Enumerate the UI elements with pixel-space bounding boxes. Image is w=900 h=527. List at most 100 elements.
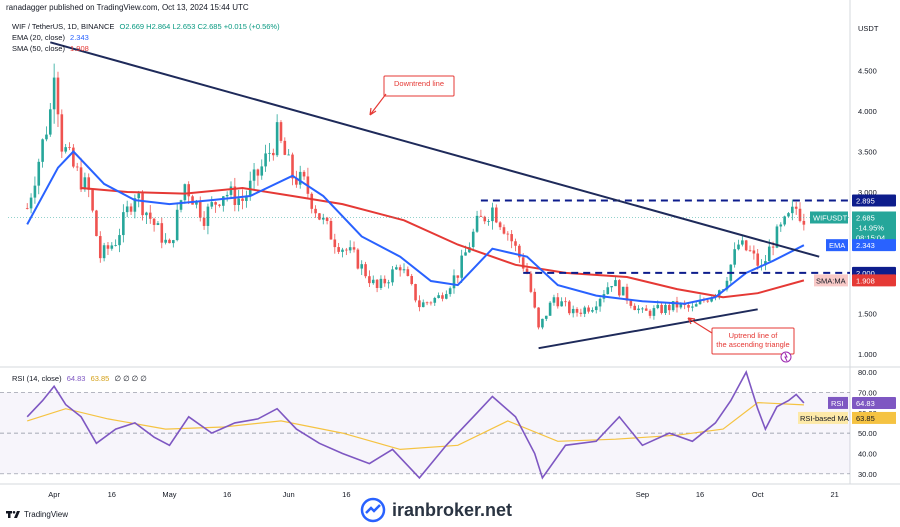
candle-body — [691, 306, 694, 308]
candle-body — [318, 213, 321, 220]
candle-body — [541, 318, 544, 328]
downtrend-annotation: Downtrend line — [383, 75, 455, 97]
sma50-line — [81, 186, 805, 299]
candle-body — [621, 286, 625, 296]
candle-body — [60, 114, 64, 152]
rsi-tick: 80.00 — [858, 368, 877, 377]
candle-body — [552, 297, 556, 303]
candle-body — [137, 193, 141, 199]
candle-body — [33, 185, 37, 198]
uptrend-annotation-text: Uptrend line of — [729, 331, 779, 340]
ohlc-values: O2.669 H2.864 L2.653 C2.685 +0.015 (+0.5… — [119, 22, 280, 31]
candle-body — [571, 308, 575, 314]
candle-body — [156, 223, 160, 225]
candle-body — [671, 301, 675, 311]
candle-body — [29, 197, 33, 209]
candle-body — [564, 301, 567, 303]
candle-body — [744, 240, 748, 251]
legend-rsi: RSI (14, close) 64.83 63.85 ∅ ∅ ∅ ∅ — [12, 374, 147, 383]
candle-body — [279, 122, 283, 141]
candle-body — [295, 178, 298, 185]
sma-tag-label-bg — [814, 274, 848, 287]
sma-tag: 1.908 — [856, 276, 875, 285]
candle-body — [579, 312, 583, 314]
candle-body — [195, 200, 198, 205]
candle-body — [518, 245, 521, 258]
ema-tag-bg — [852, 239, 896, 252]
candle-body — [106, 245, 110, 249]
candle-body — [521, 257, 525, 269]
ema-tag-label-bg — [826, 239, 848, 252]
downtrend-arrow — [369, 93, 387, 116]
candle-body — [494, 207, 498, 223]
candle-body — [737, 244, 740, 250]
tradingview-brand[interactable]: TradingView — [6, 510, 68, 519]
candle-body — [291, 154, 294, 179]
candle-body — [337, 247, 340, 252]
candle-body — [302, 171, 306, 177]
candle-body — [225, 194, 229, 197]
candle-body — [264, 153, 267, 167]
candle-body — [667, 304, 671, 311]
candle-body — [325, 217, 329, 221]
time-tick: May — [162, 490, 176, 499]
candle-body — [175, 209, 179, 241]
candle-body — [141, 193, 144, 216]
candle-body — [283, 140, 287, 155]
rsi-ma-value: 63.85 — [90, 374, 110, 383]
time-tick: 16 — [223, 490, 231, 499]
candle-body — [510, 234, 513, 242]
candle-body — [237, 198, 240, 205]
candle-body — [468, 247, 471, 253]
candle-body — [794, 206, 798, 209]
alert-icon — [780, 351, 792, 363]
candle-body — [145, 212, 148, 216]
uptrend-line — [538, 308, 758, 350]
candle-body — [741, 240, 744, 245]
candle-body — [637, 308, 640, 311]
watermark-text: iranbroker.net — [392, 499, 513, 520]
candle-body — [110, 245, 114, 249]
candle-body — [591, 310, 594, 312]
price-tick: 3.000 — [858, 188, 877, 197]
time-tick: 16 — [108, 490, 116, 499]
candle-body — [129, 206, 133, 212]
candle-body — [371, 279, 375, 284]
watermark: iranbroker.net — [360, 497, 512, 523]
candle-body — [83, 177, 87, 190]
ema-tag-label: EMA — [829, 241, 845, 250]
candle-body — [583, 307, 587, 314]
candle-body — [133, 198, 137, 212]
candle-body — [345, 249, 348, 251]
price-tick: 1.000 — [858, 350, 877, 359]
candle-body — [491, 207, 494, 222]
candle-body — [252, 169, 256, 181]
candle-body — [72, 147, 75, 167]
candle-body — [421, 302, 425, 308]
candle-body — [414, 284, 417, 301]
candle-body — [533, 291, 537, 308]
time-tick: Oct — [752, 490, 765, 499]
candle-body — [314, 208, 317, 214]
candle-body — [356, 249, 360, 269]
candle-body — [791, 206, 794, 214]
ema-value: 2.343 — [70, 33, 89, 42]
time-tick: Jun — [283, 490, 295, 499]
candle-body — [441, 295, 444, 299]
candle-body — [206, 206, 210, 226]
sma-value: 1.908 — [70, 44, 89, 53]
ema-tag: 2.343 — [856, 241, 875, 250]
candle-body — [641, 308, 644, 310]
candle-body — [406, 269, 410, 276]
rsi-tag-label-bg — [828, 396, 848, 409]
candle-body — [679, 303, 683, 308]
candle-body — [544, 315, 548, 319]
candle-body — [437, 295, 440, 298]
candle-body — [118, 235, 121, 246]
candle-body — [41, 139, 44, 162]
candle-body — [398, 267, 402, 271]
candle-body — [625, 286, 629, 301]
rsi-ma-tag: 63.85 — [856, 414, 875, 423]
candle-body — [91, 189, 94, 211]
